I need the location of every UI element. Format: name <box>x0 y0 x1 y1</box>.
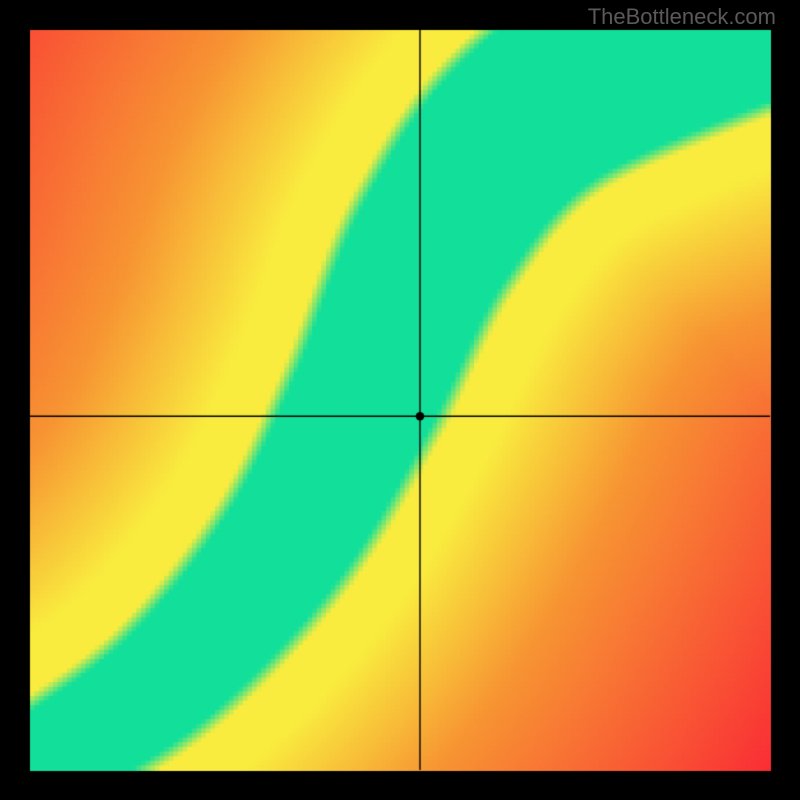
watermark-text: TheBottleneck.com <box>588 4 776 30</box>
bottleneck-heatmap <box>0 0 800 800</box>
chart-container: TheBottleneck.com <box>0 0 800 800</box>
